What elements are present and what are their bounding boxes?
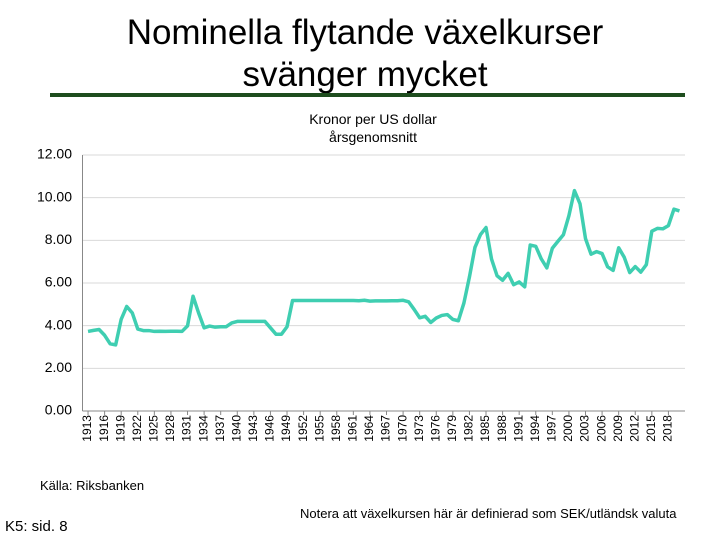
- x-tick-label: 1976: [428, 415, 442, 442]
- x-tick-label: 1997: [545, 415, 559, 442]
- y-tick-label: 10.00: [37, 188, 72, 204]
- x-tick-label: 1970: [395, 415, 409, 442]
- x-tick-label: 2009: [611, 415, 625, 442]
- x-tick-label: 1991: [511, 415, 525, 442]
- x-tick-label: 1979: [445, 415, 459, 442]
- x-tick-label: 1952: [296, 415, 310, 442]
- y-tick-label: 6.00: [45, 274, 72, 290]
- x-tick-label: 2000: [561, 415, 575, 442]
- title-line: svänger mycket: [242, 55, 487, 94]
- x-tick-label: 1964: [362, 415, 376, 442]
- x-tick-label: 1919: [113, 415, 127, 442]
- x-tick-label: 1922: [130, 415, 144, 442]
- x-tick-label: 2012: [627, 415, 641, 442]
- x-tick-label: 1928: [163, 415, 177, 442]
- x-tick-label: 1988: [495, 415, 509, 442]
- x-tick-label: 1913: [80, 415, 94, 442]
- title-line: Nominella flytande växelkurser: [127, 13, 604, 52]
- x-tick-label: 1925: [147, 415, 161, 442]
- x-tick-label: 2006: [594, 415, 608, 442]
- x-tick-label: 2015: [644, 415, 658, 442]
- x-tick-label: 1994: [528, 415, 542, 442]
- x-tick-label: 1934: [196, 415, 210, 442]
- data-line: [87, 188, 680, 347]
- y-tick-label: 12.00: [37, 146, 72, 162]
- x-tick-label: 1985: [478, 415, 492, 442]
- subtitle-line: Kronor per US dollar: [309, 111, 437, 127]
- y-tick-label: 2.00: [45, 359, 72, 375]
- x-tick-label: 1973: [412, 415, 426, 442]
- reference: K5: sid. 8: [5, 518, 68, 535]
- y-tick-label: 4.00: [45, 316, 72, 332]
- x-tick-label: 2003: [578, 415, 592, 442]
- x-tick-label: 1961: [346, 415, 360, 442]
- source: Källa: Riksbanken: [40, 478, 144, 493]
- x-tick-label: 1946: [263, 415, 277, 442]
- x-tick-label: 1958: [329, 415, 343, 442]
- title-rule: [50, 93, 685, 97]
- x-tick-label: 1967: [379, 415, 393, 442]
- x-tick-label: 1916: [97, 415, 111, 442]
- subtitle-line: årsgenomsnitt: [329, 129, 417, 145]
- x-tick-label: 1937: [213, 415, 227, 442]
- x-tick-label: 1931: [180, 415, 194, 442]
- y-tick-label: 8.00: [45, 231, 72, 247]
- x-tick-label: 2018: [661, 415, 675, 442]
- x-tick-label: 1940: [229, 415, 243, 442]
- x-tick-label: 1955: [312, 415, 326, 442]
- x-tick-label: 1982: [462, 415, 476, 442]
- x-tick-label: 1949: [279, 415, 293, 442]
- x-tick-label: 1943: [246, 415, 260, 442]
- y-tick-label: 0.00: [45, 402, 72, 418]
- note: Notera att växelkursen här är definierad…: [300, 506, 677, 521]
